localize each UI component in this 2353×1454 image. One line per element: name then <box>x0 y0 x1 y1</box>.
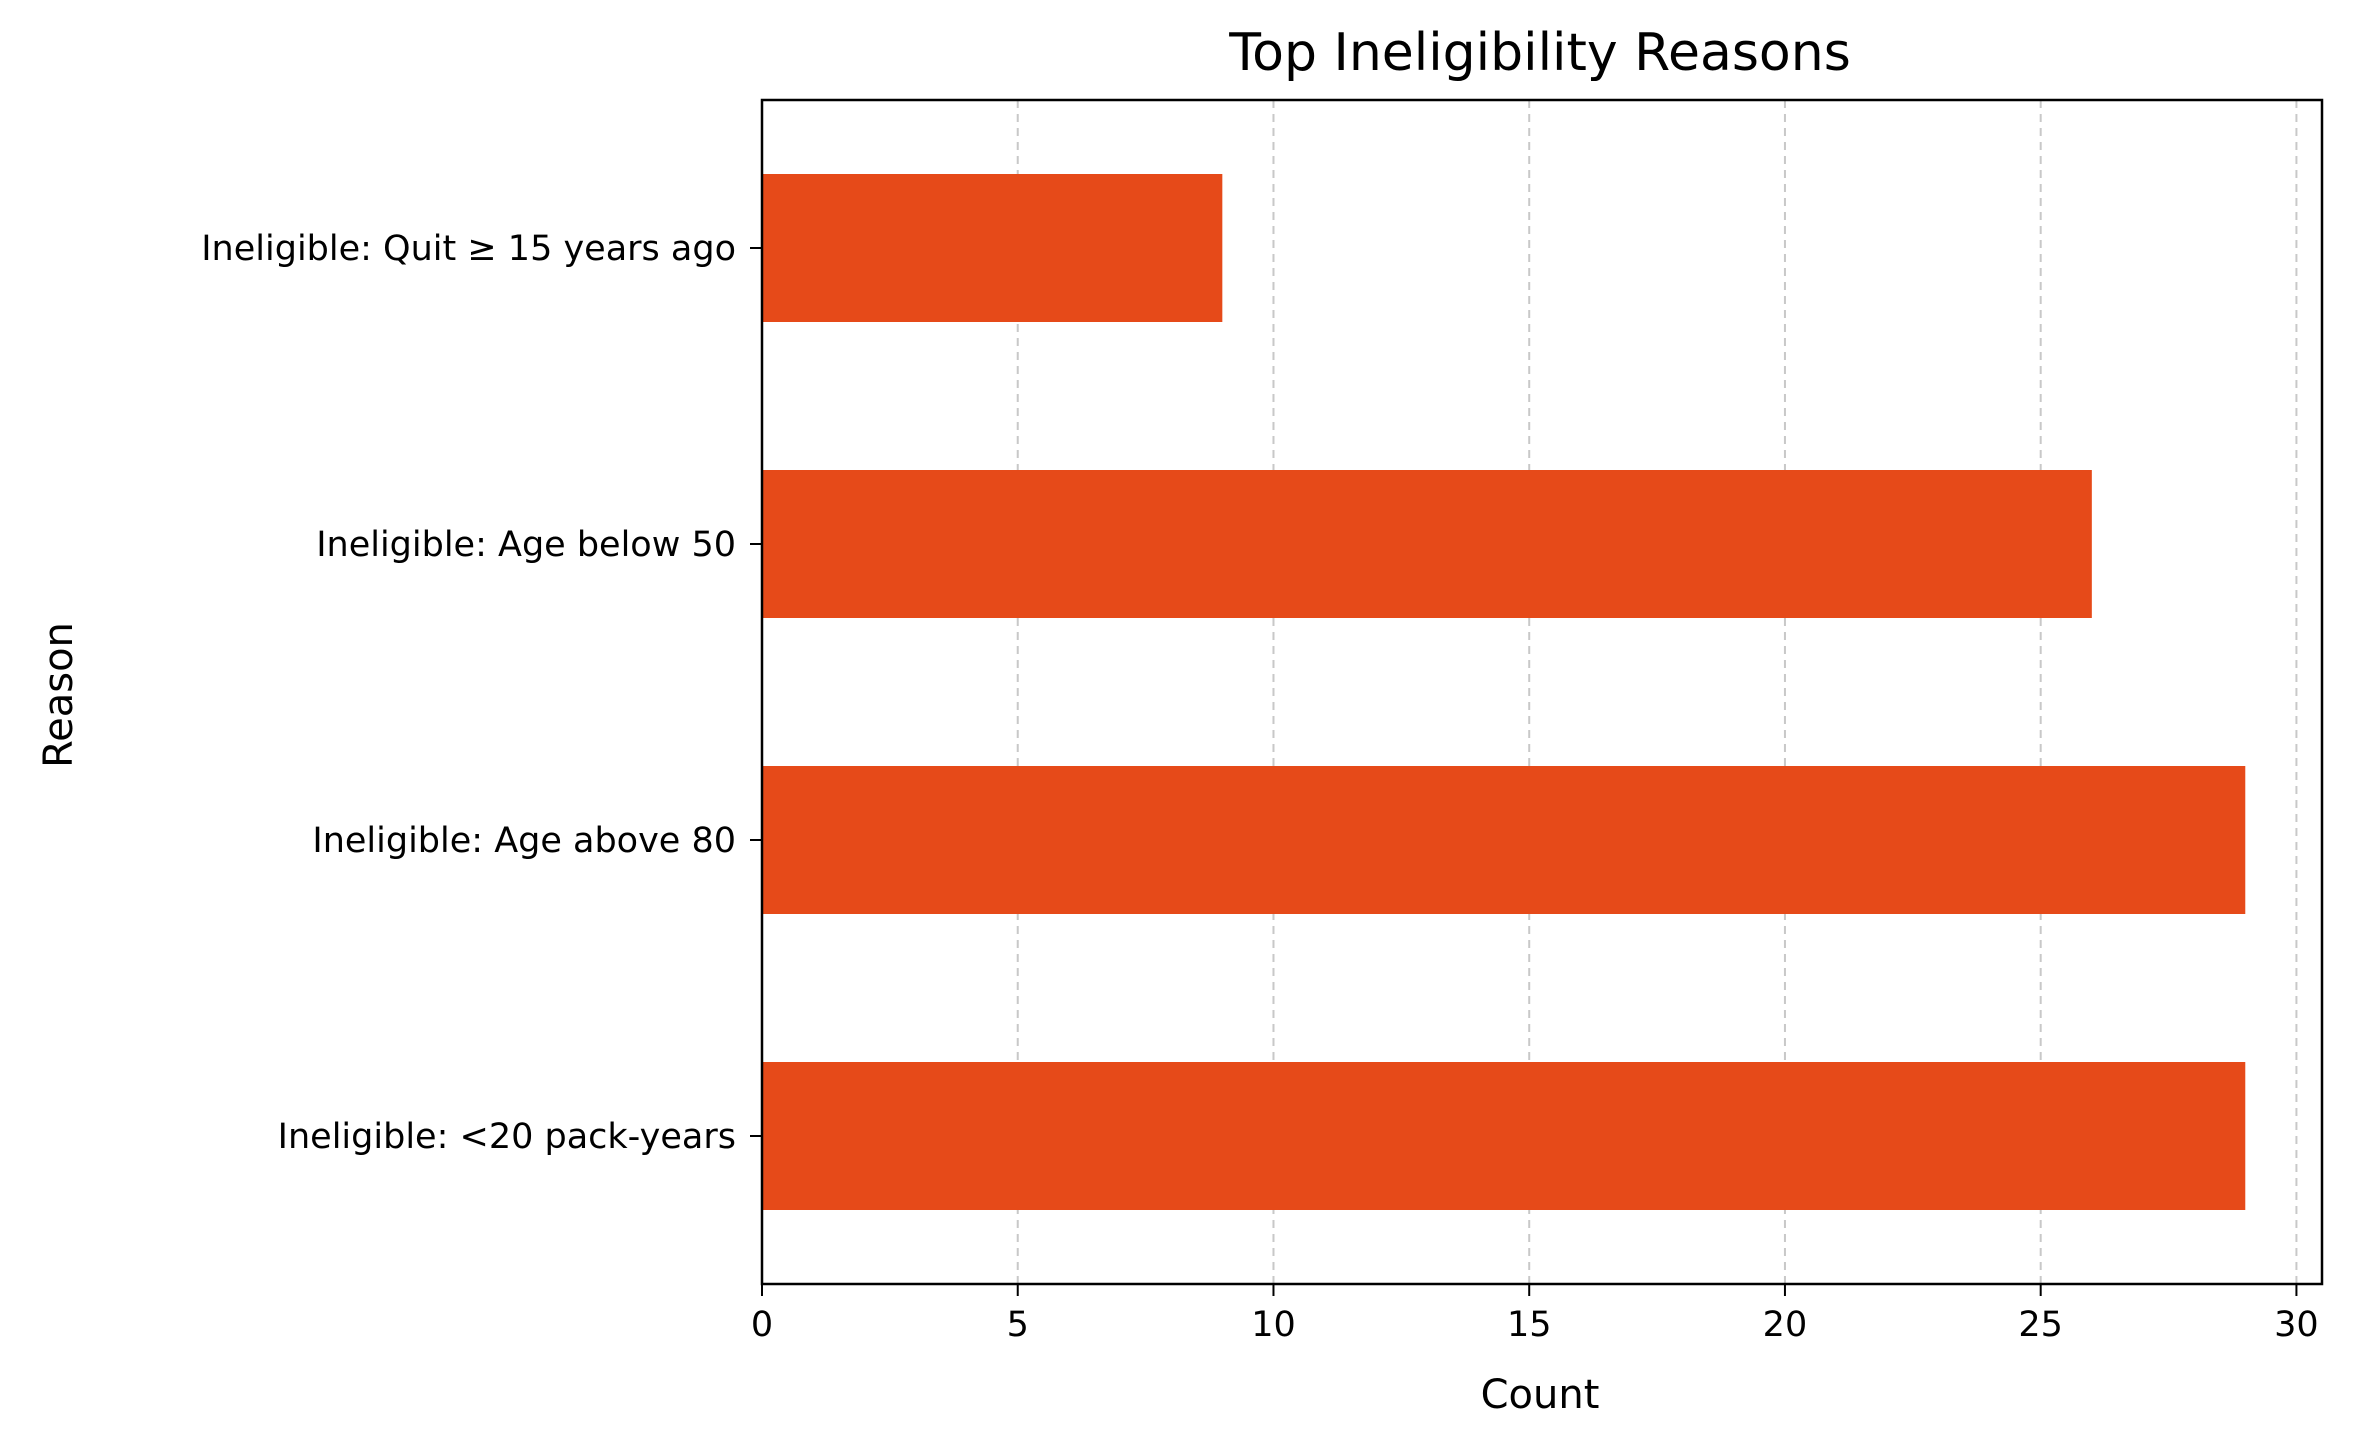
chart-title: Top Ineligibility Reasons <box>1228 23 1851 83</box>
x-axis-label: Count <box>1481 1372 1600 1418</box>
x-tick-label: 15 <box>1507 1305 1552 1345</box>
y-tick-label: Ineligible: Age above 80 <box>312 821 736 861</box>
y-tick-label: Ineligible: Age below 50 <box>316 525 736 565</box>
x-tick-label: 10 <box>1251 1305 1296 1345</box>
plot-frame <box>760 98 2324 1286</box>
x-tick-label: 20 <box>1763 1305 1808 1345</box>
axes: 0 5 10 15 20 25 30 Ineligible: <20 pack-years In… <box>201 98 2324 1345</box>
bar <box>762 174 1223 322</box>
y-axis-label: Reason <box>36 622 82 768</box>
bar <box>762 1062 2246 1210</box>
y-tick-label: Ineligible: Quit ≥ 15 years ago <box>201 229 736 269</box>
x-tick-label: 0 <box>751 1305 773 1345</box>
bar <box>762 766 2246 914</box>
x-tick-label: 30 <box>2274 1305 2319 1345</box>
bar <box>762 470 2092 618</box>
bars <box>762 174 2246 1210</box>
x-tick-label: 5 <box>1007 1305 1029 1345</box>
y-tick-label: Ineligible: <20 pack-years <box>278 1117 736 1157</box>
x-tick-label: 25 <box>2018 1305 2063 1345</box>
